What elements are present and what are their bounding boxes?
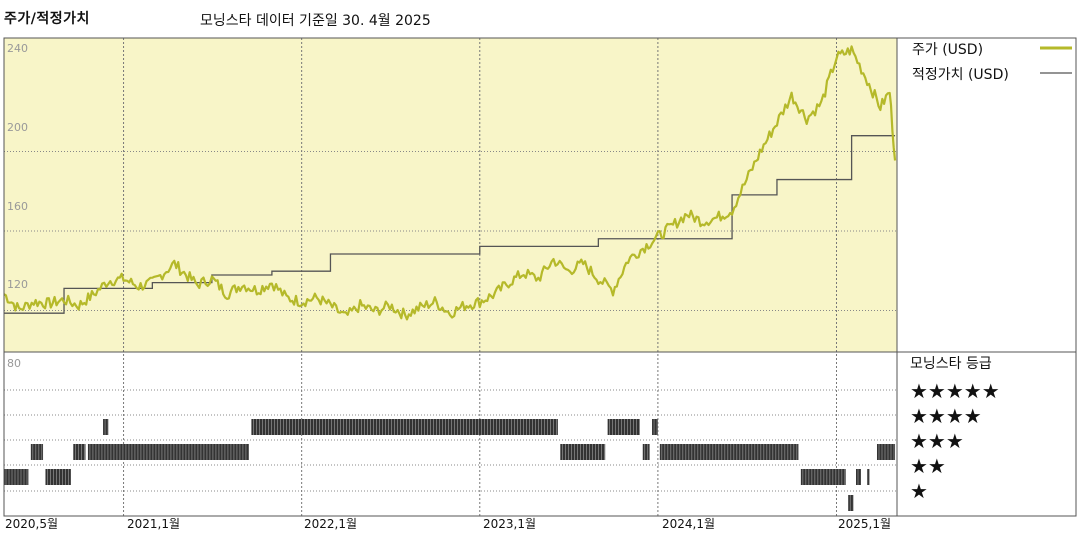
- rating-bar: [642, 444, 650, 460]
- y-tick-label: 240: [7, 42, 28, 55]
- rating-stars-4: ★★★★: [910, 404, 982, 428]
- rating-stars-3: ★★★: [910, 429, 964, 453]
- y-tick-label: 120: [7, 278, 28, 291]
- y-tick-label: 160: [7, 200, 28, 213]
- rating-bar: [30, 444, 44, 460]
- legend: 주가 (USD) 적정가치 (USD): [912, 42, 1072, 83]
- rating-history: [4, 419, 896, 511]
- grid-lines: [4, 38, 897, 516]
- y-axis-ticks: 240 200 160 120 80: [7, 42, 28, 370]
- x-tick-label: 2020,5월: [5, 517, 58, 531]
- y-tick-label: 80: [7, 357, 21, 370]
- price-line: [3, 45, 897, 321]
- rating-title: 모닝스타 등급: [910, 356, 992, 372]
- x-tick-label: 2025,1월: [838, 517, 891, 531]
- rating-bar: [103, 419, 109, 435]
- rating-stars-2: ★★: [910, 454, 946, 478]
- rating-bar: [45, 469, 71, 485]
- x-tick-label: 2024,1월: [662, 517, 715, 531]
- rating-stars-1: ★: [910, 479, 928, 503]
- rating-bar: [867, 469, 870, 485]
- x-axis-ticks: 2020,5월 2021,1월 2022,1월 2023,1월 2024,1월 2025,…: [5, 517, 891, 531]
- outer-frame: [3, 37, 1077, 517]
- rating-bar: [652, 419, 658, 435]
- legend-fair-value-label: 적정가치 (USD): [912, 67, 1009, 83]
- x-tick-label: 2022,1월: [304, 517, 357, 531]
- rating-bar: [659, 444, 799, 460]
- rating-bar: [876, 444, 896, 460]
- rating-bar: [251, 419, 558, 435]
- rating-bar: [4, 469, 29, 485]
- rating-bar: [856, 469, 861, 485]
- chart-frame: [3, 37, 1077, 517]
- legend-price-label: 주가 (USD): [912, 42, 983, 58]
- rating-bar: [87, 444, 249, 460]
- rating-bar: [73, 444, 86, 460]
- x-tick-label: 2023,1월: [483, 517, 536, 531]
- y-tick-label: 200: [7, 121, 28, 134]
- rating-stars-5: ★★★★★: [910, 379, 1000, 403]
- chart-subtitle: 모닝스타 데이터 기준일 30. 4월 2025: [200, 13, 431, 29]
- rating-legend: 모닝스타 등급★★★★★★★★★★★★★★★: [910, 356, 1000, 503]
- x-tick-label: 2021,1월: [127, 517, 180, 531]
- fair-value-line: [4, 135, 896, 314]
- rating-bar: [848, 495, 854, 511]
- chart-title: 주가/적정가치: [4, 11, 90, 27]
